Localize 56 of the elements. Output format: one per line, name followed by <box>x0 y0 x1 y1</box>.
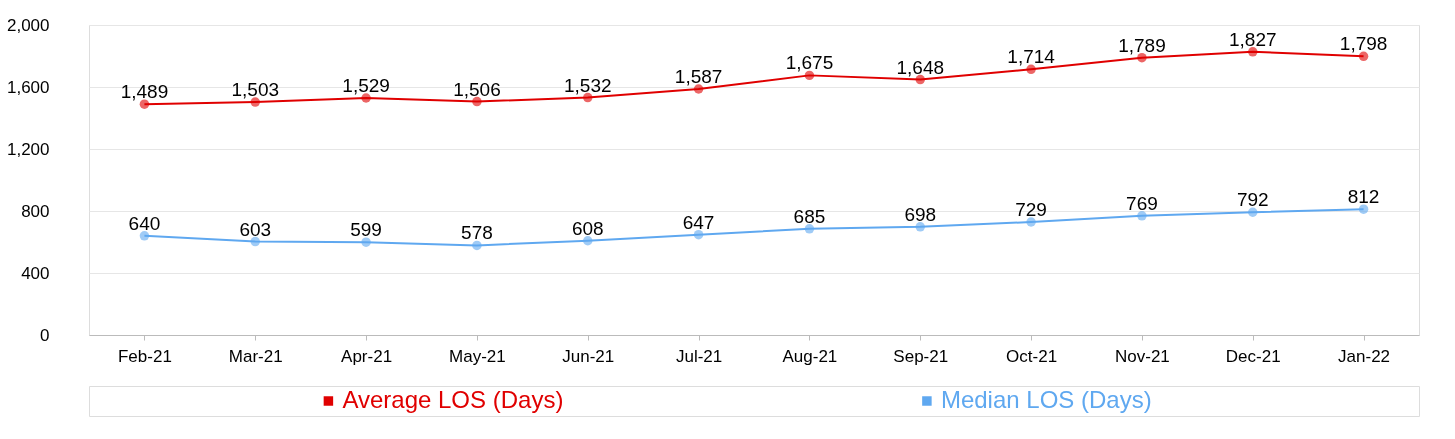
data-label: 1,587 <box>674 66 723 88</box>
point <box>1358 204 1369 214</box>
point <box>915 222 925 232</box>
data-label: 812 <box>1347 186 1380 208</box>
data-label: 608 <box>571 217 604 239</box>
data-label: 640 <box>128 212 161 234</box>
legend-label: Median LOS (Days) <box>940 386 1152 413</box>
data-label: 603 <box>239 218 272 240</box>
x-tick-label: Jun-21 <box>562 346 615 366</box>
data-label: 1,529 <box>342 75 390 96</box>
y-tick-label: 2,000 <box>6 15 50 35</box>
data-label: 1,503 <box>231 79 280 101</box>
legend-label: Average LOS (Days) <box>342 386 564 413</box>
data-label: 1,648 <box>896 56 945 78</box>
y-tick-label: 1,200 <box>6 139 50 159</box>
x-tick-label: May-21 <box>449 346 506 366</box>
data-label: 647 <box>682 211 715 233</box>
x-tick-label: Apr-21 <box>341 346 393 366</box>
point <box>250 236 260 247</box>
x-tick-label: Sep-21 <box>893 346 949 366</box>
data-label: 1,714 <box>1007 46 1056 68</box>
data-label: 599 <box>350 219 382 241</box>
y-tick-label: 800 <box>21 201 50 221</box>
y-tick-label: 400 <box>21 263 50 283</box>
x-tick-label: Aug-21 <box>782 346 838 366</box>
data-label: 729 <box>1015 199 1047 221</box>
y-tick-label: 1,600 <box>6 77 50 97</box>
data-label: 578 <box>461 222 493 244</box>
data-label: 792 <box>1236 189 1269 211</box>
point <box>693 229 704 240</box>
data-label: 1,789 <box>1118 34 1166 56</box>
x-tick-label: Oct-21 <box>1006 346 1058 366</box>
y-tick-label: 0 <box>40 325 50 345</box>
data-label: 1,827 <box>1228 28 1277 50</box>
point <box>1137 211 1147 221</box>
x-tick-label: Dec-21 <box>1225 346 1281 366</box>
x-tick-label: Feb-21 <box>117 346 172 366</box>
data-label: 1,532 <box>563 74 612 96</box>
data-label: 1,489 <box>120 81 169 103</box>
point <box>472 240 482 251</box>
data-label: 1,798 <box>1339 33 1388 55</box>
x-tick-label: Jul-21 <box>675 346 723 366</box>
data-label: 1,506 <box>453 78 501 100</box>
data-label: 1,675 <box>785 52 834 74</box>
data-label: 698 <box>904 203 937 225</box>
x-tick-label: Mar-21 <box>228 346 283 366</box>
x-tick-label: Jan-22 <box>1338 346 1391 366</box>
point <box>583 236 593 246</box>
point <box>139 231 150 241</box>
point <box>1026 217 1036 227</box>
point <box>804 224 815 234</box>
point <box>1248 207 1258 217</box>
x-tick-label: Nov-21 <box>1115 346 1170 366</box>
point <box>361 237 371 247</box>
data-label: 685 <box>793 205 826 227</box>
data-label: 769 <box>1126 192 1158 214</box>
